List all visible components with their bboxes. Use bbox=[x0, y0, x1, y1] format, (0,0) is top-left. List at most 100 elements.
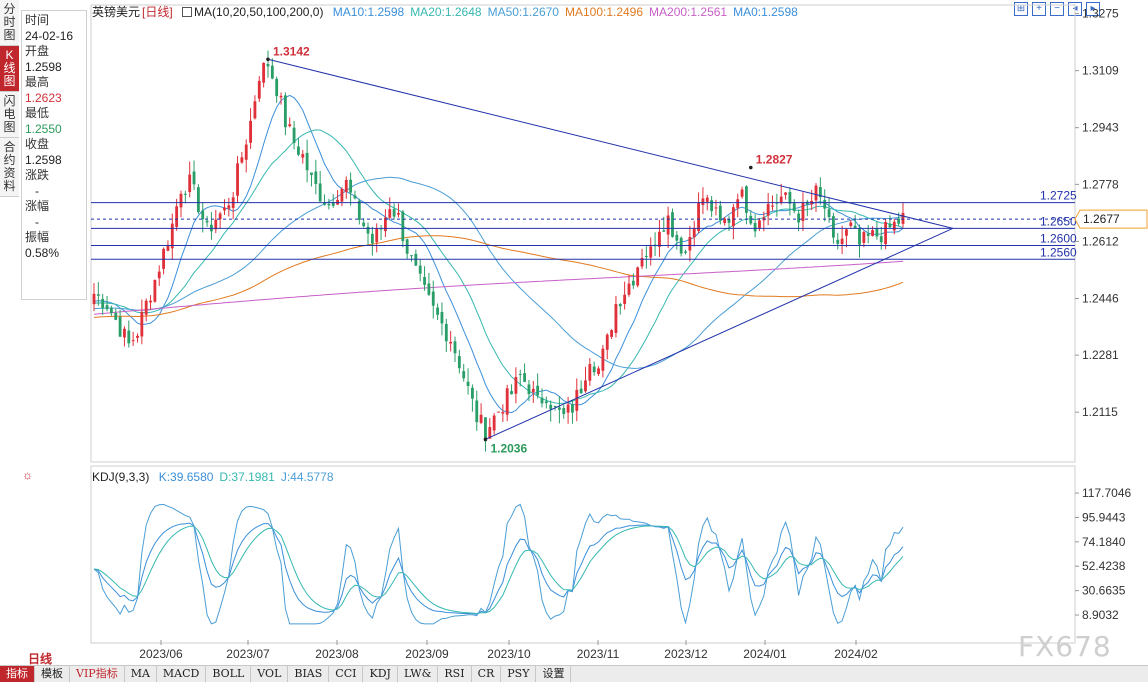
x-tick-label: 2023/10 bbox=[487, 647, 531, 660]
bottom-tab-2[interactable]: VIP指标 bbox=[70, 666, 125, 682]
change-value: - bbox=[35, 183, 39, 198]
extreme-point-marker bbox=[266, 57, 270, 62]
bottom-tab-14[interactable]: 设置 bbox=[536, 666, 572, 682]
tab-3[interactable]: 合约资料 bbox=[0, 138, 19, 197]
price-plot-frame bbox=[90, 4, 1076, 463]
kdj-y-tick-label: 74.1840 bbox=[1082, 535, 1126, 549]
candle-body bbox=[405, 239, 409, 254]
candle-body bbox=[644, 255, 648, 257]
candle-body bbox=[96, 294, 100, 296]
amplitude-value: 0.58% bbox=[25, 245, 60, 260]
candle-body bbox=[649, 246, 653, 258]
upper-trendline[interactable] bbox=[267, 58, 954, 229]
candle-body bbox=[310, 172, 313, 175]
candle-body bbox=[101, 298, 105, 309]
open-label: 开盘 bbox=[25, 44, 50, 58]
candle-body bbox=[788, 191, 792, 204]
kdj-settings-icon[interactable]: ☼ bbox=[22, 468, 33, 482]
candle-body bbox=[175, 206, 179, 227]
kdj-indicator-label: KDJ(9,3,3) bbox=[92, 470, 150, 484]
candle-body bbox=[797, 213, 801, 223]
candle-body bbox=[527, 384, 531, 395]
x-tick-label: 2024/01 bbox=[743, 647, 787, 660]
candle-body bbox=[196, 187, 200, 213]
time-label: 时间 bbox=[25, 13, 50, 27]
bottom-tab-9[interactable]: KDJ bbox=[363, 666, 398, 682]
candle-body bbox=[314, 171, 318, 184]
candle-body bbox=[484, 417, 487, 442]
candle-body bbox=[766, 203, 770, 216]
low-value: 1.2550 bbox=[25, 121, 62, 136]
bottom-tab-4[interactable]: MACD bbox=[157, 666, 207, 682]
ma-line-ma10 bbox=[93, 94, 904, 414]
bottom-tab-5[interactable]: BOLL bbox=[206, 666, 252, 682]
tab-0[interactable]: 分时图 bbox=[0, 0, 19, 46]
candle-body bbox=[588, 364, 592, 381]
candle-body bbox=[884, 222, 888, 245]
high-label: 最高 bbox=[25, 75, 50, 89]
candle-body bbox=[614, 304, 618, 333]
candle-body bbox=[801, 202, 805, 221]
candle-body bbox=[457, 356, 461, 369]
candle-body bbox=[514, 377, 518, 394]
move-right-icon[interactable]: ▸ bbox=[1086, 2, 1100, 16]
bottom-tab-7[interactable]: BIAS bbox=[288, 666, 330, 682]
bottom-tab-10[interactable]: LW& bbox=[398, 666, 439, 682]
kdj-y-tick-label: 95.9443 bbox=[1082, 510, 1126, 524]
ma-line-ma20 bbox=[93, 129, 904, 405]
candle-body bbox=[353, 195, 357, 199]
ma-label[interactable]: MA(10,20,50,100,200,0) bbox=[194, 5, 324, 19]
bottom-tab-13[interactable]: PSY bbox=[501, 666, 537, 682]
candle-body bbox=[749, 215, 753, 224]
candle-body bbox=[610, 330, 613, 337]
candle-body bbox=[723, 218, 727, 224]
bottom-tab-0[interactable]: 指标 bbox=[0, 666, 35, 682]
bottom-tab-12[interactable]: CR bbox=[472, 666, 502, 682]
x-tick-label: 2023/11 bbox=[577, 647, 620, 660]
kdj-y-tick-label: 8.9032 bbox=[1082, 608, 1119, 622]
x-tick-label: 2023/08 bbox=[315, 647, 359, 660]
symbol-name: 英镑美元 bbox=[92, 5, 141, 19]
candle-body bbox=[370, 233, 374, 244]
candle-body bbox=[140, 311, 144, 337]
kdj-value-2: J:44.5778 bbox=[280, 470, 334, 484]
candle-body bbox=[531, 388, 535, 393]
tab-2[interactable]: 闪电图 bbox=[0, 92, 19, 138]
candle-body bbox=[845, 229, 848, 236]
bottom-tab-11[interactable]: RSI bbox=[438, 666, 472, 682]
candle-body bbox=[671, 212, 674, 237]
candle-body bbox=[740, 189, 744, 197]
bottom-tab-3[interactable]: MA bbox=[125, 666, 157, 682]
ma-values: MA10:1.2598 MA20:1.2648 MA50:1.2670 MA100:1… bbox=[333, 5, 804, 19]
time-value: 24-02-16 bbox=[25, 28, 74, 43]
candle-body bbox=[118, 316, 122, 337]
candle-body bbox=[205, 220, 209, 223]
candle-body bbox=[166, 245, 170, 251]
candle-body bbox=[279, 95, 283, 98]
bottom-tab-8[interactable]: CCI bbox=[329, 666, 364, 682]
candle-body bbox=[501, 412, 505, 414]
candle-body bbox=[249, 120, 252, 143]
candle-body bbox=[240, 157, 244, 163]
candle-body bbox=[505, 388, 509, 415]
candle-body bbox=[397, 213, 400, 215]
ma-settings-icon[interactable] bbox=[182, 7, 193, 17]
period-label[interactable]: 日线 bbox=[28, 652, 53, 666]
candle-body bbox=[327, 203, 331, 206]
x-tick-label: 2024/02 bbox=[834, 647, 878, 660]
lower-trendline[interactable] bbox=[485, 227, 954, 440]
x-tick-label: 2023/07 bbox=[226, 647, 270, 660]
candle-body bbox=[753, 222, 757, 232]
ma-value-5: MA0:1.2598 bbox=[733, 5, 798, 19]
bottom-tab-1[interactable]: 模板 bbox=[35, 666, 70, 682]
candle-body bbox=[779, 196, 783, 203]
candle-body bbox=[640, 257, 644, 267]
ma-line-ma100 bbox=[93, 235, 904, 318]
candle-body bbox=[692, 228, 696, 238]
ma-value-2: MA50:1.2670 bbox=[487, 5, 559, 19]
bottom-tab-6[interactable]: VOL bbox=[251, 666, 289, 682]
